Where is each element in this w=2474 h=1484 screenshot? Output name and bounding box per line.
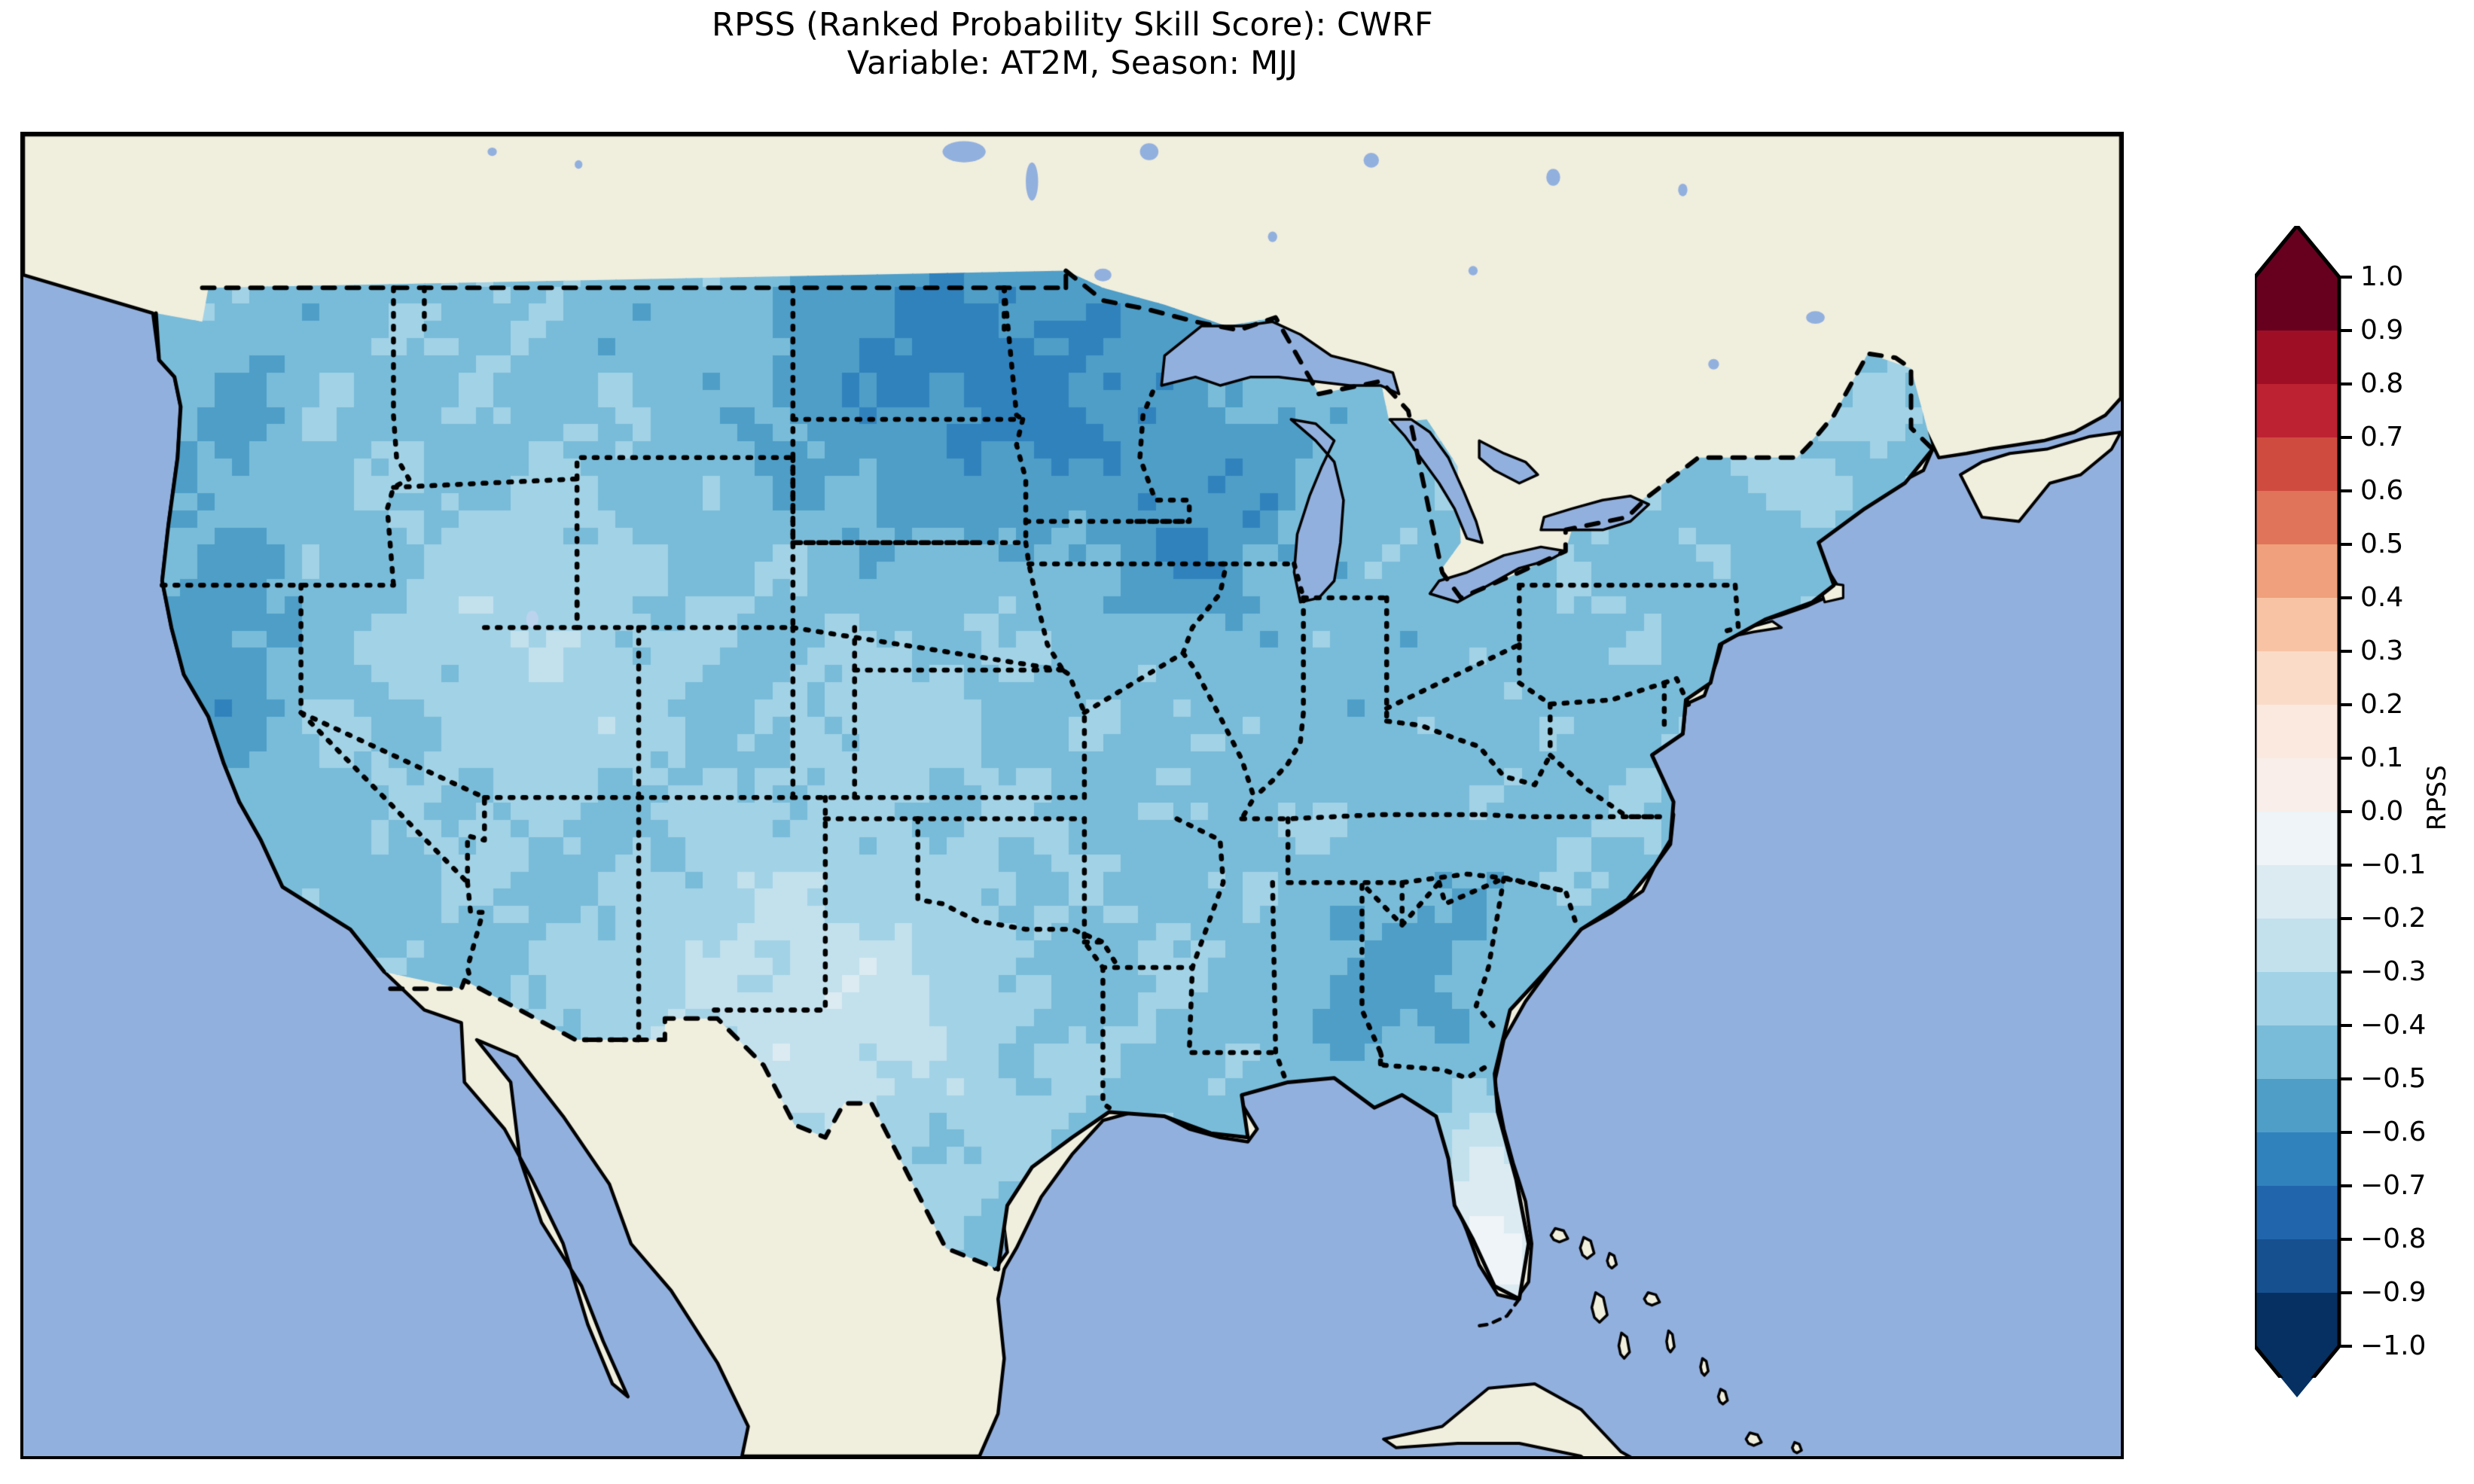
colorbar-tick-label: −0.2 <box>2360 902 2427 934</box>
colorbar-tick-mark <box>2339 596 2352 599</box>
colorbar-tick-mark <box>2339 971 2352 974</box>
colorbar-segment <box>2255 277 2339 331</box>
colorbar-ticks: 1.0 0.9 0.8 0.7 0.6 0.5 0.4 0.3 0.2 0.1 0.0 −0.1 −0.… <box>2339 226 2437 1370</box>
colorbar-tick-label: −0.7 <box>2360 1169 2427 1201</box>
colorbar-tick-mark <box>2339 650 2352 653</box>
colorbar-segment <box>2255 705 2339 758</box>
colorbar-segment <box>2255 384 2339 437</box>
colorbar-tick-label: −0.8 <box>2360 1223 2427 1254</box>
colorbar-tick-mark <box>2339 276 2352 279</box>
colorbar-tick-label: 0.5 <box>2360 528 2404 559</box>
colorbar-tick-label: −0.4 <box>2360 1009 2427 1041</box>
colorbar-tick-label: −0.9 <box>2360 1276 2427 1308</box>
colorbar-tick-label: 0.0 <box>2360 795 2404 827</box>
map-raster <box>23 135 2121 1456</box>
colorbar-tick-label: 0.1 <box>2360 742 2404 773</box>
colorbar-segment <box>2255 1079 2339 1132</box>
colorbar-segment <box>2255 491 2339 544</box>
colorbar-tick-mark <box>2339 917 2352 920</box>
map-axes <box>20 132 2124 1459</box>
colorbar-tick-mark <box>2339 757 2352 760</box>
colorbar-tick-mark <box>2339 810 2352 813</box>
colorbar-tick-mark <box>2339 864 2352 867</box>
colorbar-tick-label: 0.7 <box>2360 421 2404 453</box>
page-subtitle: Variable: AT2M, Season: MJJ <box>847 44 1298 82</box>
page-title: RPSS (Ranked Probability Skill Score): C… <box>712 6 1433 44</box>
colorbar-tick-label: −0.6 <box>2360 1116 2427 1147</box>
colorbar-tick-label: 0.6 <box>2360 474 2404 506</box>
colorbar-tick-mark <box>2339 1077 2352 1080</box>
colorbar-segment <box>2255 972 2339 1025</box>
colorbar-tick-mark <box>2339 1238 2352 1241</box>
colorbar-segment <box>2255 865 2339 919</box>
colorbar-segment <box>2255 1239 2339 1293</box>
colorbar-segment <box>2255 437 2339 491</box>
colorbar-tick-mark <box>2339 436 2352 439</box>
colorbar-tick-label: 0.8 <box>2360 367 2404 399</box>
colorbar-segment <box>2255 1025 2339 1079</box>
colorbar-tick-label: 0.2 <box>2360 688 2404 720</box>
colorbar-tick-mark <box>2339 703 2352 706</box>
colorbar-tick-mark <box>2339 329 2352 332</box>
colorbar-segment <box>2255 1293 2339 1346</box>
colorbar-tick-label: 0.4 <box>2360 581 2404 613</box>
colorbar-segment <box>2255 758 2339 812</box>
colorbar-segment <box>2255 598 2339 651</box>
colorbar-tick-mark <box>2339 489 2352 492</box>
colorbar-segment <box>2255 1132 2339 1186</box>
colorbar-segment <box>2255 812 2339 865</box>
colorbar-segment <box>2255 1186 2339 1239</box>
colorbar-tick-mark <box>2339 382 2352 385</box>
colorbar-tick-label: −0.1 <box>2360 849 2427 880</box>
colorbar-axis-label-text: RPSS <box>2422 765 2452 831</box>
colorbar-segment <box>2255 331 2339 384</box>
colorbar-tick-label: 0.9 <box>2360 314 2404 346</box>
colorbar-tick-mark <box>2339 543 2352 546</box>
colorbar-tick-label: −0.3 <box>2360 955 2427 987</box>
colorbar-extend-bottom-arrow <box>2255 1346 2339 1397</box>
colorbar-tick-mark <box>2339 1024 2352 1027</box>
colorbar-segment <box>2255 544 2339 598</box>
colorbar-tick-label: −0.5 <box>2360 1062 2427 1094</box>
colorbar-extend-top-arrow <box>2255 226 2339 277</box>
colorbar-tick-label: 1.0 <box>2360 261 2404 292</box>
colorbar-tick-label: −1.0 <box>2360 1330 2427 1361</box>
chart-title-block: RPSS (Ranked Probability Skill Score): C… <box>0 6 2145 82</box>
colorbar-tick-mark <box>2339 1131 2352 1134</box>
colorbar-tick-mark <box>2339 1291 2352 1294</box>
colorbar-tick-mark <box>2339 1184 2352 1187</box>
colorbar-body <box>2255 277 2339 1346</box>
colorbar-tick-label: 0.3 <box>2360 635 2404 666</box>
colorbar-segment <box>2255 651 2339 705</box>
colorbar-tick-mark <box>2339 1345 2352 1348</box>
colorbar: 1.0 0.9 0.8 0.7 0.6 0.5 0.4 0.3 0.2 0.1 0.0 −0.1 −0.… <box>2255 226 2452 1397</box>
colorbar-axis-label: RPSS <box>2422 226 2452 1370</box>
colorbar-segment <box>2255 919 2339 972</box>
